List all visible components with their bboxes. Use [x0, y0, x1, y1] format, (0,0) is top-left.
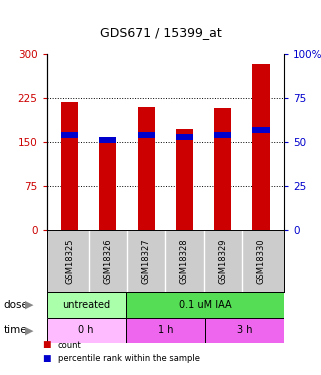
Bar — [61, 132, 78, 138]
Bar — [253, 127, 270, 133]
Text: GSM18326: GSM18326 — [103, 238, 112, 284]
Bar — [47, 292, 126, 318]
Text: ■: ■ — [42, 354, 50, 363]
Text: GSM18325: GSM18325 — [65, 238, 74, 284]
Bar — [176, 129, 193, 230]
Bar — [176, 134, 193, 140]
Text: 0 h: 0 h — [78, 326, 94, 335]
Text: GSM18330: GSM18330 — [256, 238, 265, 284]
Text: count: count — [58, 340, 82, 350]
Bar — [214, 132, 231, 138]
Text: time: time — [3, 326, 27, 335]
Text: percentile rank within the sample: percentile rank within the sample — [58, 354, 200, 363]
Text: ▶: ▶ — [25, 326, 33, 335]
Bar — [99, 139, 117, 230]
Bar — [214, 108, 231, 230]
Bar — [126, 292, 284, 318]
Text: GDS671 / 15399_at: GDS671 / 15399_at — [100, 26, 221, 39]
Text: ■: ■ — [42, 340, 50, 350]
Text: 0.1 uM IAA: 0.1 uM IAA — [178, 300, 231, 310]
Bar — [253, 64, 270, 230]
Bar — [137, 132, 155, 138]
Bar — [137, 107, 155, 230]
Bar — [61, 102, 78, 230]
Text: 1 h: 1 h — [158, 326, 173, 335]
Bar — [205, 318, 284, 343]
Bar — [47, 318, 126, 343]
Text: GSM18327: GSM18327 — [142, 238, 151, 284]
Text: untreated: untreated — [62, 300, 110, 310]
Text: 3 h: 3 h — [237, 326, 252, 335]
Bar — [99, 137, 117, 143]
Text: GSM18328: GSM18328 — [180, 238, 189, 284]
Text: ▶: ▶ — [25, 300, 33, 310]
Text: dose: dose — [3, 300, 28, 310]
Text: GSM18329: GSM18329 — [218, 238, 227, 284]
Bar — [126, 318, 205, 343]
